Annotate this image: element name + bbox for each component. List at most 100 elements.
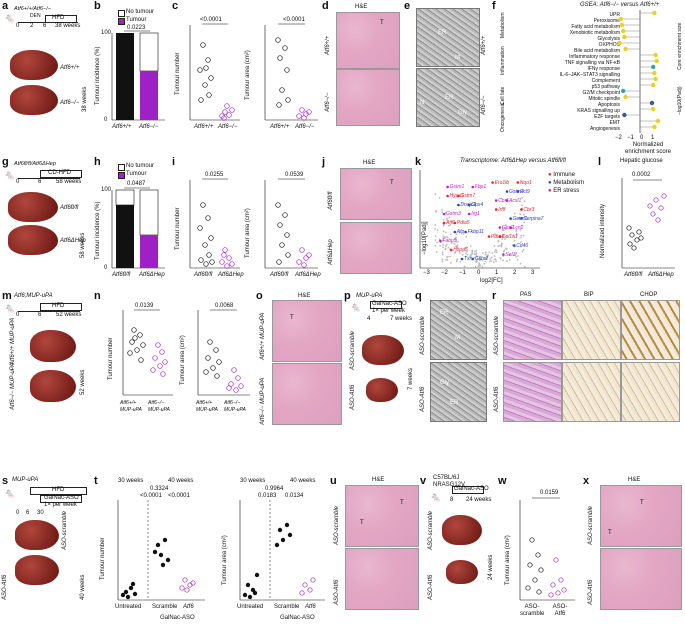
x-label: Atf6ΔHep xyxy=(648,272,674,278)
gene-point xyxy=(521,250,524,253)
histology-image xyxy=(336,12,400,69)
tick-label: 0 xyxy=(16,23,20,29)
tick-label: 6 xyxy=(38,312,42,318)
gene-point xyxy=(471,249,474,252)
gene-point xyxy=(505,227,507,230)
em-label: Gly xyxy=(440,380,449,386)
em-image xyxy=(430,300,487,360)
p-value: 0.9964 xyxy=(265,486,284,492)
gene-point xyxy=(502,259,505,262)
gene-point xyxy=(523,200,526,203)
x-label: Atf6+/+ MUP-uPA xyxy=(120,400,142,413)
legend-swatch xyxy=(118,164,125,171)
liver-photo xyxy=(8,225,58,255)
bar xyxy=(140,71,158,120)
x-label: Atf6−/− MUP-uPA xyxy=(224,400,246,413)
gsea-term: Fatty acid metabolism xyxy=(571,24,620,30)
gene-point xyxy=(481,265,484,268)
gsea-point xyxy=(652,10,657,16)
gene-point xyxy=(519,213,522,216)
gene-point xyxy=(516,258,519,261)
gene-point xyxy=(523,221,526,224)
histology-image xyxy=(340,222,412,274)
den-label: DEN xyxy=(30,13,41,19)
liver-photo xyxy=(362,335,404,365)
tick-label: −2 xyxy=(441,270,448,276)
gene-point xyxy=(455,259,458,262)
gene-label: Cd40 xyxy=(516,242,529,249)
gene-point xyxy=(445,244,448,246)
legend-swatch xyxy=(118,18,125,25)
tick-label: 6 xyxy=(43,23,47,29)
panel-letter: c xyxy=(172,0,179,12)
liver-photo xyxy=(15,520,59,550)
gene-point xyxy=(451,242,453,244)
panel-title: Hepatic glucose xyxy=(620,158,663,164)
em-label: N xyxy=(420,100,425,106)
gene-point xyxy=(495,251,498,254)
x-label: Scramble xyxy=(152,604,178,610)
gene-point xyxy=(484,253,487,256)
gene-point xyxy=(448,224,450,227)
gsea-term: Complement xyxy=(591,78,620,84)
gsea-point xyxy=(653,52,658,58)
x-label: Atf6ΔHep xyxy=(295,272,321,278)
gene-label: Fabp5 xyxy=(442,238,457,244)
gene-point xyxy=(502,250,505,253)
tick-label: 52 weeks xyxy=(56,312,82,318)
tick-label: −3 xyxy=(423,270,430,276)
gene-point xyxy=(453,242,456,245)
gsea-point xyxy=(623,46,628,52)
em-label: ER xyxy=(445,95,454,101)
panel-title: H&E xyxy=(298,293,311,299)
gene-point xyxy=(467,203,471,207)
gene-label: Ero1lb xyxy=(494,179,510,186)
gene-point xyxy=(444,231,447,234)
gene-point xyxy=(515,230,518,232)
x-label: Atf6+/+ xyxy=(194,124,214,130)
group-label: Atf6−/− xyxy=(60,100,80,106)
bar xyxy=(116,33,134,120)
gene-point xyxy=(513,212,516,215)
gene-point xyxy=(515,217,518,220)
gene-point xyxy=(443,236,446,239)
gene-point xyxy=(442,219,445,221)
gene-point xyxy=(504,238,507,240)
gene-point xyxy=(502,253,505,256)
gene-point xyxy=(478,262,480,264)
legend-swatch xyxy=(118,10,125,17)
mouse-icon: 🐁 xyxy=(4,170,16,180)
gsea-term: Peroxisome xyxy=(593,18,620,24)
tick-label: 0 xyxy=(16,510,20,516)
gene-point xyxy=(441,260,444,263)
week-header: 40 weeks xyxy=(168,478,194,484)
gene-label: Dnajc3 xyxy=(460,202,476,208)
gsea-point xyxy=(651,82,656,88)
x-label: Atf6ΔHep xyxy=(218,272,244,278)
gsea-point xyxy=(619,22,625,28)
p-value: <0.0001 xyxy=(200,17,222,23)
gene-point xyxy=(455,236,457,239)
gsea-point xyxy=(652,124,657,130)
gsea-point xyxy=(655,118,661,124)
gene-point xyxy=(439,245,442,247)
tick-label: −1 xyxy=(459,270,466,276)
timeline xyxy=(18,178,80,179)
gene-point xyxy=(449,248,453,252)
gene-label: Cbr1 xyxy=(498,197,510,204)
gene-point xyxy=(434,224,437,227)
gsea-point xyxy=(623,94,628,100)
gene-point xyxy=(516,255,519,257)
tick-label: 8 xyxy=(450,497,454,503)
histology-image xyxy=(600,485,682,547)
gene-point xyxy=(498,235,502,238)
liver-photo xyxy=(30,370,76,402)
em-label: ER xyxy=(450,400,459,406)
panel-title: GSEA: Atf6−/− versus Atf6+/+ xyxy=(580,2,660,8)
tumour-marker: T xyxy=(390,180,394,186)
panel-title: H&E xyxy=(628,477,641,483)
p-value: 0.0255 xyxy=(205,172,224,178)
